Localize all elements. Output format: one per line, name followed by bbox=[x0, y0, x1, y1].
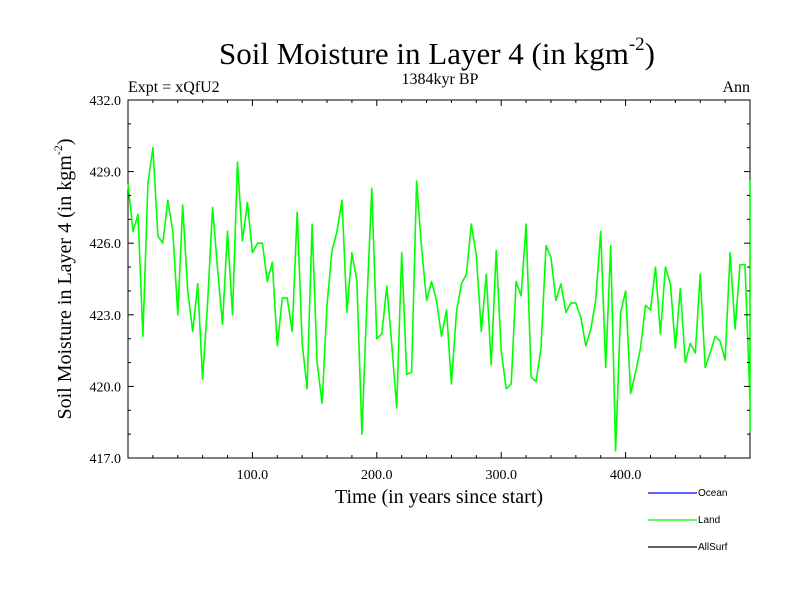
x-tick-label: 400.0 bbox=[610, 468, 642, 483]
subtitle-left: Expt = xQfU2 bbox=[128, 79, 220, 96]
chart-title-exponent: -2 bbox=[629, 34, 645, 55]
y-axis-label-exponent: -2 bbox=[51, 145, 65, 155]
y-tick-label: 423.0 bbox=[90, 309, 122, 324]
x-tick-label: 200.0 bbox=[361, 468, 393, 483]
y-tick-label: 426.0 bbox=[90, 237, 122, 252]
series-line-land bbox=[127, 146, 751, 452]
y-axis-label: Soil Moisture in Layer 4 (in kgm-2) bbox=[51, 138, 76, 419]
chart-title: Soil Moisture in Layer 4 (in kgm-2) bbox=[219, 34, 655, 71]
legend-label-land: Land bbox=[698, 515, 720, 526]
x-axis-label: Time (in years since start) bbox=[335, 486, 543, 508]
legend: Ocean Land AllSurf bbox=[648, 488, 728, 553]
y-tick-label: 429.0 bbox=[90, 166, 122, 181]
x-tick-label: 100.0 bbox=[237, 468, 269, 483]
y-tick-label: 417.0 bbox=[90, 452, 122, 467]
legend-label-ocean: Ocean bbox=[698, 488, 727, 499]
y-tick-label: 432.0 bbox=[90, 94, 122, 109]
subtitle-center: 1384kyr BP bbox=[402, 71, 479, 88]
subtitle-right: Ann bbox=[722, 79, 750, 96]
legend-label-allsurf: AllSurf bbox=[698, 542, 728, 553]
x-tick-label: 300.0 bbox=[485, 468, 517, 483]
y-tick-label: 420.0 bbox=[90, 380, 122, 395]
